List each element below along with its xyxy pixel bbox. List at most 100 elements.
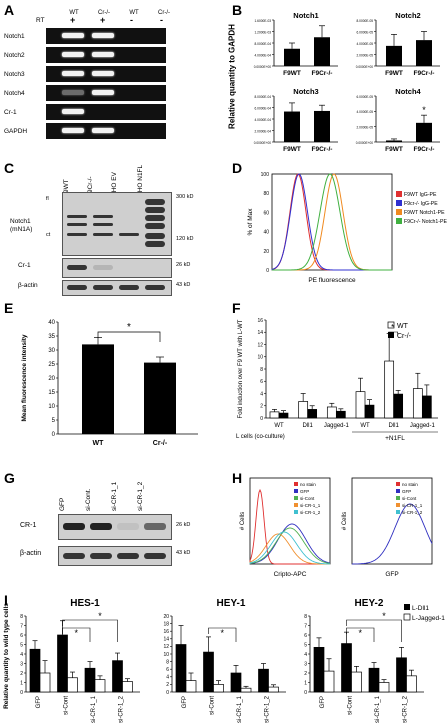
- y-axis-label: Relative quantity to wild type cells: [3, 603, 10, 709]
- bar: [307, 409, 318, 419]
- blot-band: [63, 523, 85, 530]
- blot-right-label: 43 kD: [176, 282, 191, 288]
- bar: [82, 344, 114, 434]
- x-category-label: si-Cont: [210, 696, 216, 715]
- gel-band: [62, 109, 84, 114]
- legend-label: F9WT IgG-PE: [404, 192, 437, 198]
- chart-title: HES-1: [70, 598, 100, 609]
- legend-swatch: [294, 510, 298, 514]
- y-tick-label: 80: [263, 191, 269, 197]
- legend-label: F9cr-/- IgG-PE: [404, 201, 438, 207]
- blot-band: [145, 241, 165, 247]
- blot-band: [93, 265, 113, 270]
- significance-star: *: [391, 323, 394, 332]
- x-category-label: si-CR-1_2: [403, 695, 409, 723]
- significance-star: *: [382, 611, 386, 621]
- legend-swatch: [396, 200, 402, 206]
- panel-letter-b: B: [232, 2, 243, 18]
- blot-band: [145, 199, 165, 205]
- panel-h-flow-histograms: # Cells Cripto-APC # Cells GFP no stain no st…: [240, 477, 433, 578]
- blot-band: [93, 285, 113, 290]
- legend-label: WT: [397, 323, 409, 330]
- legend-label: si-CR-1_1: [300, 503, 321, 508]
- y-axis-label: # Cells: [342, 512, 348, 530]
- y-tick-label: 0.0000E+00: [356, 65, 374, 69]
- y-tick-label: 6: [260, 379, 263, 385]
- chart-title: Notch4: [395, 87, 421, 96]
- rt-sign: +: [100, 15, 106, 25]
- gel-column-label: Cr-/-: [158, 10, 170, 16]
- blot-band: [90, 553, 112, 559]
- bar: [416, 40, 432, 66]
- x-axis-label: Cripto-APC: [274, 571, 307, 578]
- x-category-label: F9WT: [385, 146, 403, 153]
- blot-left-label: fl: [46, 196, 49, 202]
- histogram-curve: [249, 533, 330, 565]
- bar: [57, 634, 68, 693]
- bar: [278, 412, 289, 419]
- blot-band: [144, 553, 166, 559]
- y-tick-label: 0.0000E+00: [356, 141, 374, 145]
- legend-label: si-CR-1_2: [402, 510, 423, 515]
- bar: [203, 651, 214, 693]
- legend-swatch: [396, 510, 400, 514]
- x-category-label: WT: [93, 440, 105, 447]
- rt-sign: +: [70, 15, 76, 25]
- legend-swatch: [396, 209, 402, 215]
- blot-band: [67, 223, 87, 226]
- bar: [314, 37, 330, 66]
- y-tick-label: 8: [260, 367, 263, 373]
- blot-right-label: 120 kD: [176, 236, 194, 242]
- histogram-curve: [249, 523, 331, 565]
- y-tick-label: 4.0000E-05: [357, 110, 374, 114]
- legend-swatch: [404, 604, 410, 610]
- legend-swatch: [294, 489, 298, 493]
- histogram-curve: [249, 527, 331, 564]
- blot-cr1: [58, 514, 172, 540]
- legend-swatch: [388, 332, 394, 338]
- panel-c-western-blot: F9WT F9Cr-/- CHO EV CHO N1FL fl Notch1 (mN1A)…: [0, 160, 224, 300]
- y-tick-label: 6.0000E-05: [357, 95, 374, 99]
- y-tick-label: 12: [163, 644, 169, 650]
- significance-star: *: [422, 105, 426, 115]
- y-tick-label: 35: [48, 334, 55, 340]
- bar: [313, 646, 325, 693]
- bar: [406, 675, 417, 693]
- bar: [67, 677, 78, 693]
- gel-band: [62, 128, 84, 133]
- y-tick-label: 0: [20, 690, 23, 696]
- blot-column-label: si-CR-1_2: [137, 481, 144, 511]
- x-category-label: si-Cont: [348, 696, 354, 715]
- x-axis-label: GFP: [385, 571, 398, 578]
- bar: [269, 411, 280, 419]
- y-tick-label: 14: [257, 330, 263, 336]
- x-axis-label: PE fluorescence: [308, 277, 356, 284]
- x-category-label: F9WT: [283, 70, 301, 77]
- y-tick-label: 6: [166, 667, 169, 673]
- bar: [94, 679, 106, 693]
- x-category-label: si-CR-1_1: [237, 695, 243, 723]
- y-tick-label: 0.0000E+00: [254, 141, 272, 145]
- bar: [364, 404, 375, 419]
- gel-band: [62, 71, 84, 76]
- y-tick-label: 40: [48, 320, 55, 326]
- panel-letter-e: E: [4, 300, 14, 316]
- gel-row-label: Notch2: [4, 52, 25, 59]
- blot-left-label: ct: [46, 232, 51, 238]
- y-tick-label: 3: [20, 661, 23, 667]
- bar: [39, 672, 51, 693]
- y-tick-label: 5: [20, 642, 23, 648]
- bar: [416, 122, 432, 142]
- blot-column-label: si-CR-1_1: [111, 481, 118, 511]
- legend-label: si-CR-1_1: [402, 503, 423, 508]
- x-category-label: si-CR-1_1: [375, 695, 381, 723]
- significance-star: *: [74, 628, 78, 638]
- gel-band: [92, 128, 114, 133]
- y-tick-label: 4.0000E-04: [255, 53, 272, 57]
- chart-title: Notch1: [293, 11, 318, 20]
- gel-column-label: WT: [69, 10, 79, 16]
- blot-column-label: GFP: [59, 497, 66, 511]
- x-category-label: Jagged-1: [324, 423, 350, 429]
- x-category-label: Dll1: [302, 423, 313, 429]
- panel-letter-c: C: [4, 160, 15, 176]
